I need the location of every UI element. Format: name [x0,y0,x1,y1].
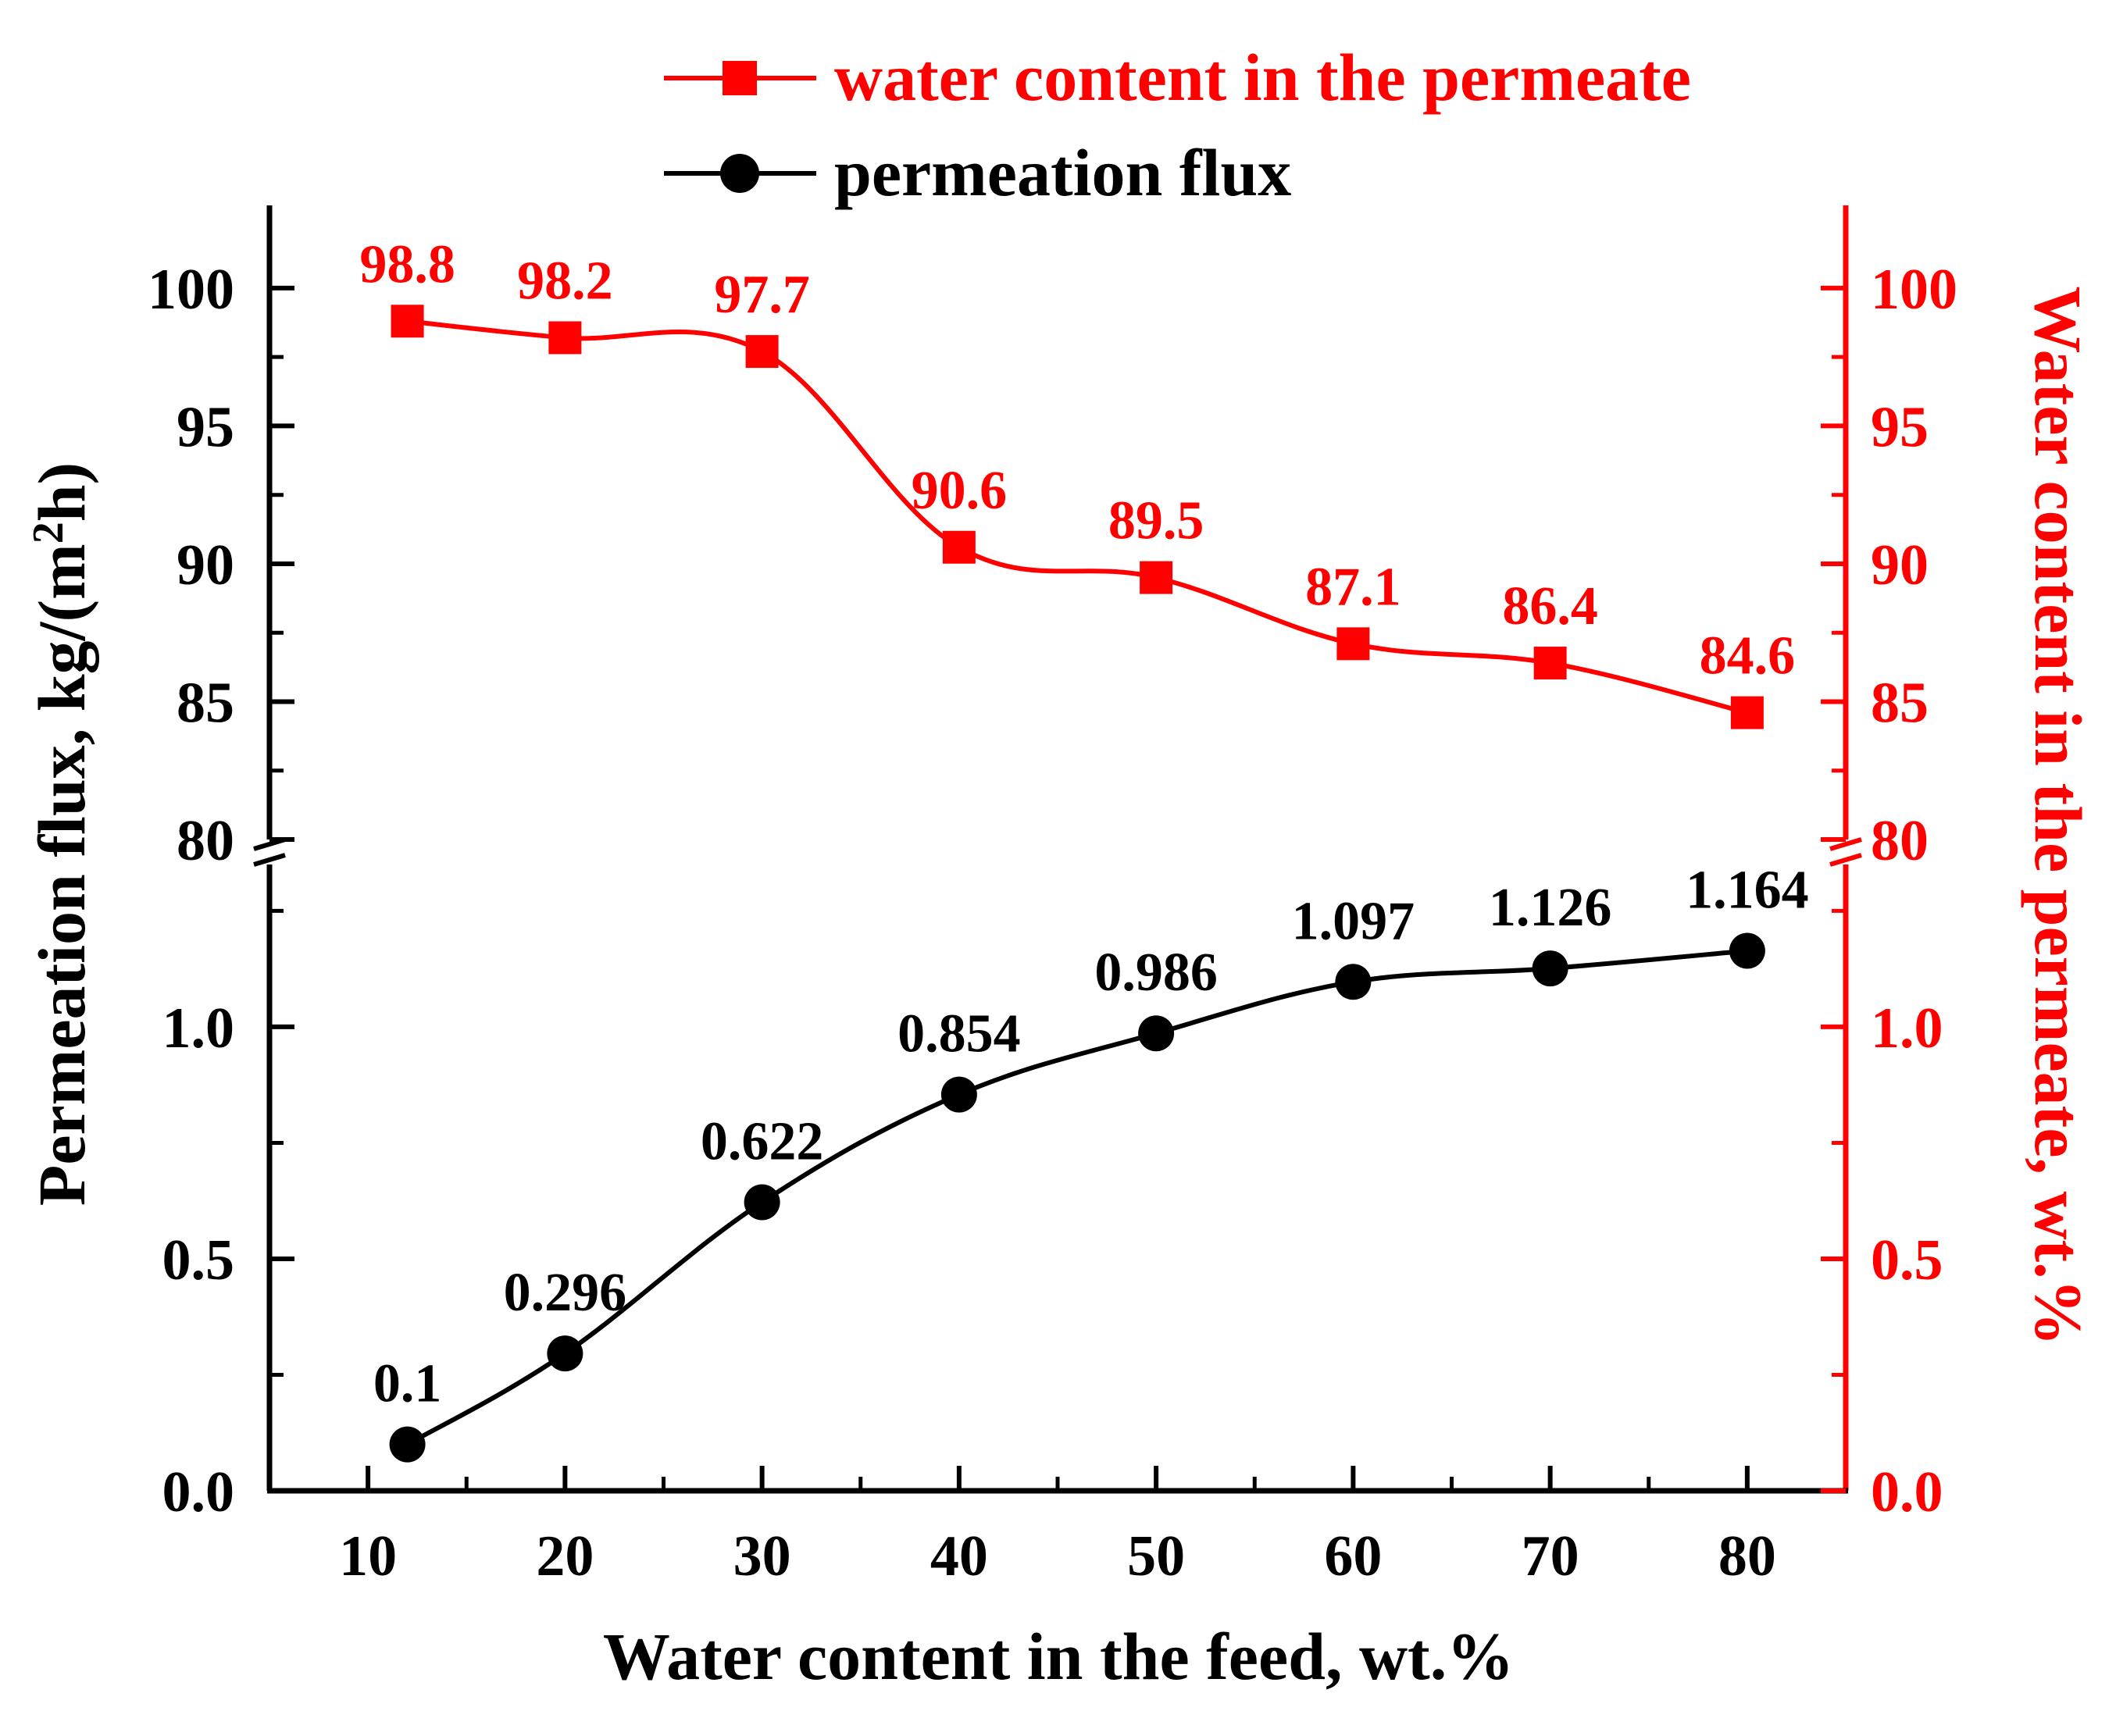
data-label-permeation-flux: 1.126 [1489,878,1612,938]
data-point-permeation-flux [940,1076,977,1113]
data-label-water-content-in-the-permeate: 98.2 [517,251,613,311]
left-y-tick-label: 100 [148,258,234,322]
right-y-tick-label: 95 [1871,395,1929,459]
data-point-water-content-in-the-permeate [1533,647,1567,680]
x-tick-label: 20 [536,1524,594,1588]
x-tick-label: 40 [930,1524,988,1588]
data-label-water-content-in-the-permeate: 90.6 [912,461,1008,521]
data-label-permeation-flux: 0.296 [504,1263,627,1323]
right-y-tick-label: 1.0 [1871,996,1943,1060]
left-axis-break-mark [253,853,286,867]
y-axis-title-right: Water content in the permeate, wt.% [2021,286,2096,1346]
left-y-tick-label: 1.0 [162,996,235,1060]
x-tick-label: 10 [339,1524,397,1588]
y-ticks: 80 80 85 85 90 90 95 95 100 100 0.0 0.0 0.5 0.5 1.0 1.0 [148,258,1957,1524]
x-tick-label: 60 [1324,1524,1382,1588]
data-label-water-content-in-the-permeate: 84.6 [1700,626,1796,686]
right-y-tick-label: 90 [1871,533,1929,597]
right-y-tick-label: 100 [1871,258,1957,322]
data-point-water-content-in-the-permeate [391,305,424,338]
data-point-water-content-in-the-permeate [942,530,976,564]
data-point-permeation-flux [1138,1015,1175,1052]
data-point-permeation-flux [1532,950,1568,987]
left-y-tick-label: 90 [177,533,234,597]
right-axis-break-mark [1829,837,1862,851]
data-point-permeation-flux [1729,932,1765,969]
data-point-permeation-flux [744,1184,780,1221]
data-label-water-content-in-the-permeate: 98.8 [359,234,455,294]
y-axis-title-left-part: h) [24,462,99,522]
x-tick-label: 30 [733,1524,791,1588]
x-tick-label: 70 [1522,1524,1579,1588]
legend-label-water-content: water content in the permeate [834,40,1691,115]
data-label-water-content-in-the-permeate: 86.4 [1502,576,1598,636]
data-label-water-content-in-the-permeate: 87.1 [1305,557,1401,617]
data-label-permeation-flux: 0.1 [373,1354,442,1414]
x-axis-title: Water content in the feed, wt.% [603,1619,1514,1694]
data-point-permeation-flux [389,1426,426,1463]
legend-marker-circle [720,154,759,193]
series-layer: 98.8 98.2 97.7 90.6 89.5 87.1 86.4 84.6 0.1 0.296… [359,234,1809,1463]
data-label-water-content-in-the-permeate: 89.5 [1108,491,1204,551]
axes [253,205,1862,1494]
data-point-water-content-in-the-permeate [548,321,582,355]
right-y-tick-label: 85 [1871,671,1929,735]
left-y-tick-label: 0.5 [162,1228,235,1292]
legend-label-permeation-flux: permeation flux [834,135,1291,210]
y-axis-title-left-part: Permeation flux, kg/(m [24,544,99,1206]
data-label-permeation-flux: 0.986 [1094,943,1218,1003]
data-point-water-content-in-the-permeate [1336,627,1370,661]
series-line-permeation-flux [406,948,1748,1447]
data-point-permeation-flux [1335,964,1372,1000]
series-line-water-content-in-the-permeate [407,319,1748,715]
data-label-permeation-flux: 1.097 [1292,891,1415,951]
data-label-water-content-in-the-permeate: 97.7 [714,265,810,325]
left-y-tick-label: 85 [177,671,234,735]
y-axis-title-left-superscript: 2 [24,522,73,544]
data-point-water-content-in-the-permeate [1140,561,1173,594]
data-label-permeation-flux: 0.622 [701,1111,824,1171]
data-label-permeation-flux: 1.164 [1686,860,1809,920]
left-y-tick-label: 0.0 [162,1460,235,1524]
legend-marker-square [723,61,757,95]
data-point-water-content-in-the-permeate [745,335,779,369]
left-y-tick-label: 80 [177,809,234,873]
data-point-water-content-in-the-permeate [1730,696,1764,729]
left-y-tick-label: 95 [177,395,234,459]
x-ticks: 10 20 30 40 50 60 70 80 [339,1466,1776,1588]
x-tick-label: 50 [1127,1524,1185,1588]
legend: water content in the permeate permeation… [664,40,1691,210]
right-y-tick-label: 80 [1871,809,1929,873]
x-tick-label: 80 [1718,1524,1776,1588]
right-axis-break-mark [1829,853,1862,867]
right-y-tick-label: 0.5 [1871,1228,1943,1292]
data-label-permeation-flux: 0.854 [897,1004,1021,1064]
right-y-tick-label: 0.0 [1871,1460,1943,1524]
data-point-permeation-flux [547,1335,583,1372]
y-axis-title-left: Permeation flux, kg/(m2h) [24,462,99,1206]
